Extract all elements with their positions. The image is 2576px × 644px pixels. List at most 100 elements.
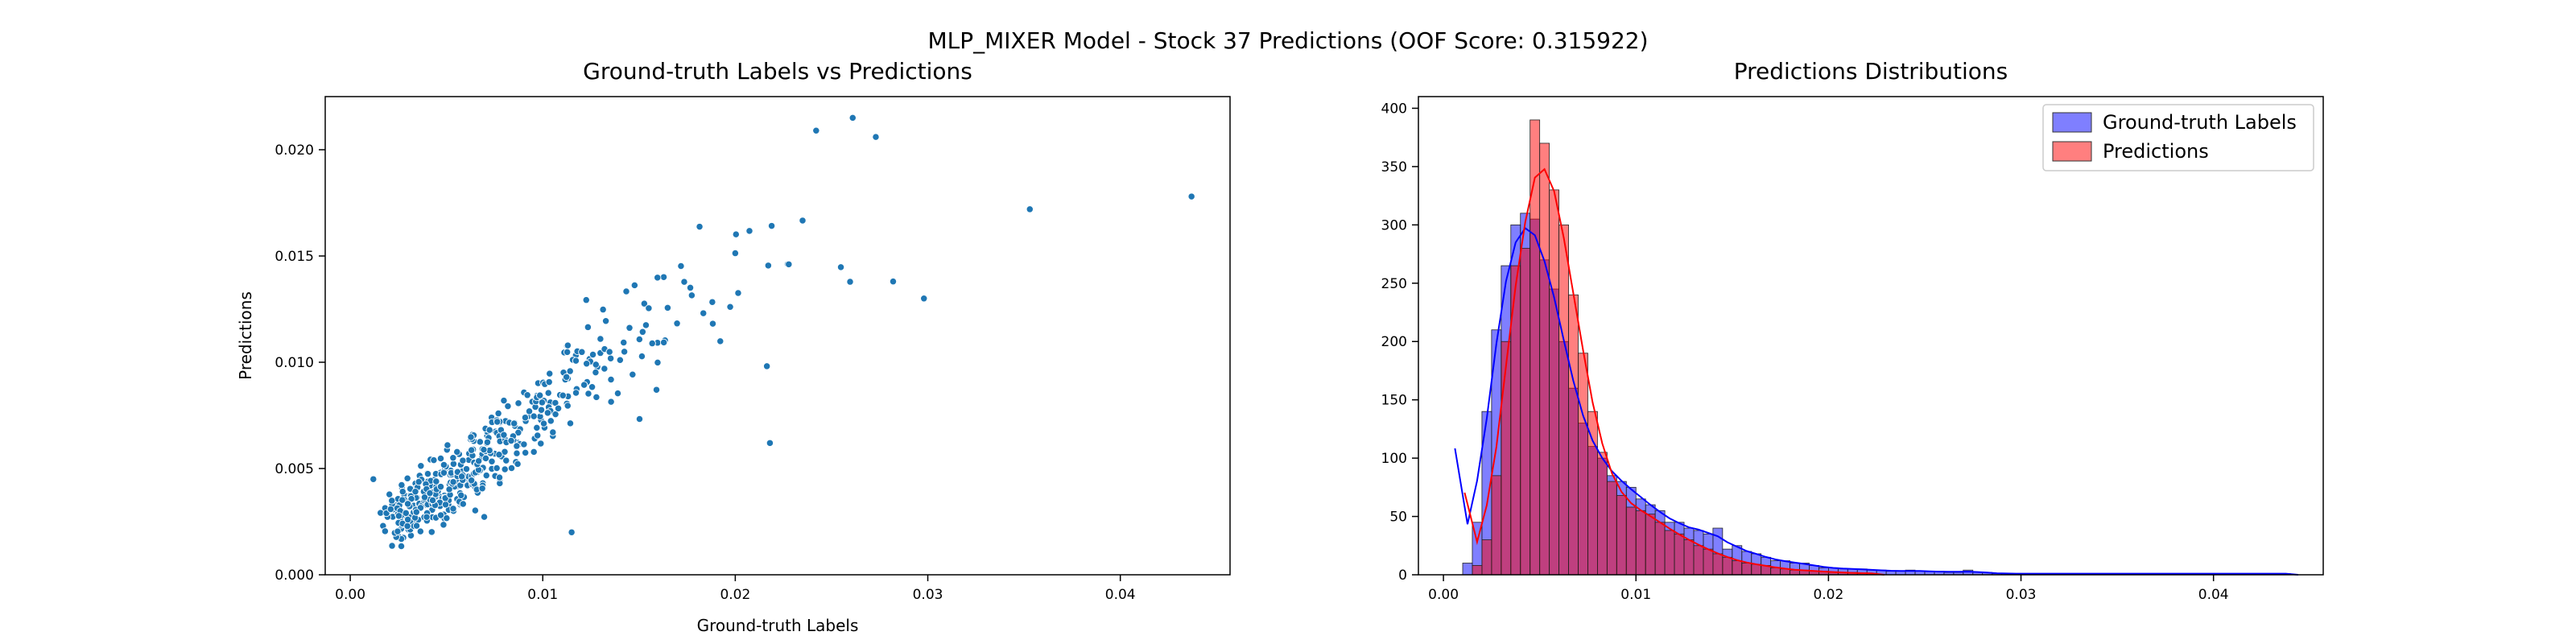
scatter-point (481, 454, 490, 462)
scatter-point (763, 362, 771, 370)
scatter-title: Ground-truth Labels vs Predictions (583, 58, 972, 85)
y-tick-label: 150 (1381, 393, 1407, 409)
scatter-point (572, 357, 580, 365)
scatter-point (620, 348, 629, 356)
scatter-point (680, 278, 688, 286)
scatter-point (416, 527, 424, 535)
scatter-point (732, 230, 740, 238)
histogram-legend: Ground-truth Labels Predictions (2042, 104, 2314, 171)
scatter-point (538, 398, 547, 407)
scatter-point (386, 505, 394, 514)
scatter-point (436, 454, 445, 463)
scatter-point (423, 469, 432, 478)
histogram-bar (1741, 563, 1752, 576)
scatter-point (445, 485, 453, 493)
scatter-point (686, 283, 695, 292)
scatter-point (467, 477, 476, 485)
scatter-point (785, 260, 793, 268)
scatter-point (449, 505, 457, 513)
scatter-point (480, 445, 488, 454)
histogram-y-ticks: 0 50 100 150 200 250 300 350 400 (1381, 101, 1418, 584)
scatter-point (544, 389, 552, 397)
scatter-point (584, 390, 592, 398)
scatter-point (369, 475, 378, 483)
scatter-point (566, 419, 575, 427)
scatter-point (471, 506, 480, 514)
scatter-point (578, 348, 586, 356)
scatter-point (427, 528, 436, 536)
scatter-point (622, 287, 630, 295)
scatter-point (629, 370, 637, 378)
scatter-point (398, 481, 406, 489)
scatter-point (394, 527, 402, 535)
scatter-point (812, 126, 820, 134)
histogram-bar (1558, 224, 1569, 576)
scatter-point (501, 465, 509, 473)
scatter-point (592, 393, 601, 402)
histogram-bar (1654, 522, 1666, 576)
scatter-point (444, 441, 452, 449)
scatter-point (485, 426, 493, 434)
histogram-bar (1712, 553, 1724, 576)
scatter-point (417, 462, 425, 470)
scatter-point (537, 406, 546, 414)
y-tick-label: 0.000 (275, 568, 314, 584)
scatter-point (428, 496, 437, 505)
scatter-point (601, 365, 609, 373)
scatter-point (402, 509, 410, 518)
scatter-point (462, 464, 471, 473)
scatter-point (549, 428, 557, 436)
scatter-point (459, 500, 467, 508)
x-tick-label: 0.04 (2198, 587, 2229, 603)
histogram-frame (1418, 96, 2324, 576)
scatter-point (597, 335, 605, 343)
scatter-point (652, 386, 661, 394)
scatter-point (412, 508, 420, 516)
scatter-point (398, 488, 407, 496)
scatter-point (514, 399, 522, 407)
scatter-point (539, 419, 548, 427)
scatter-point (677, 262, 685, 270)
scatter-point (430, 456, 438, 464)
scatter-point (708, 320, 717, 328)
scatter-point (625, 324, 634, 332)
scatter-y-ticks: 0.000 0.005 0.010 0.015 0.020 (275, 142, 325, 584)
scatter-point (467, 433, 475, 441)
scatter-point (521, 414, 530, 422)
scatter-point (599, 305, 607, 314)
scatter-point (394, 512, 403, 520)
scatter-point (412, 522, 421, 530)
scatter-point (449, 478, 457, 486)
scatter-point (483, 438, 492, 446)
x-tick-label: 0.01 (1620, 587, 1651, 603)
histogram-bar (1530, 119, 1541, 576)
y-tick-label: 0.005 (275, 461, 314, 477)
scatter-point (673, 320, 681, 328)
histogram-bar (1501, 341, 1512, 576)
scatter-point (648, 339, 656, 348)
scatter-point (592, 368, 600, 377)
scatter-point (716, 337, 724, 345)
scatter-point (545, 378, 553, 386)
scatter-point (403, 474, 411, 482)
scatter-point (588, 350, 597, 359)
scatter-point (411, 488, 419, 496)
scatter-point (547, 417, 555, 425)
scatter-x-ticks: 0.00 0.01 0.02 0.03 0.04 (335, 575, 1136, 603)
x-tick-label: 0.03 (913, 587, 943, 603)
scatter-point (398, 496, 407, 504)
scatter-point (588, 383, 597, 391)
scatter-point (449, 454, 457, 462)
scatter-point (522, 448, 530, 457)
histogram-bar (1693, 545, 1704, 576)
scatter-point (500, 431, 508, 439)
histogram-bar (1770, 567, 1781, 576)
scatter-point (1026, 205, 1034, 213)
histogram-bar (1578, 353, 1588, 576)
scatter-point (493, 418, 502, 426)
scatter-point (494, 409, 502, 418)
histogram-bar (1539, 142, 1550, 576)
scatter-point (502, 456, 510, 464)
histogram-bar (1664, 530, 1675, 576)
